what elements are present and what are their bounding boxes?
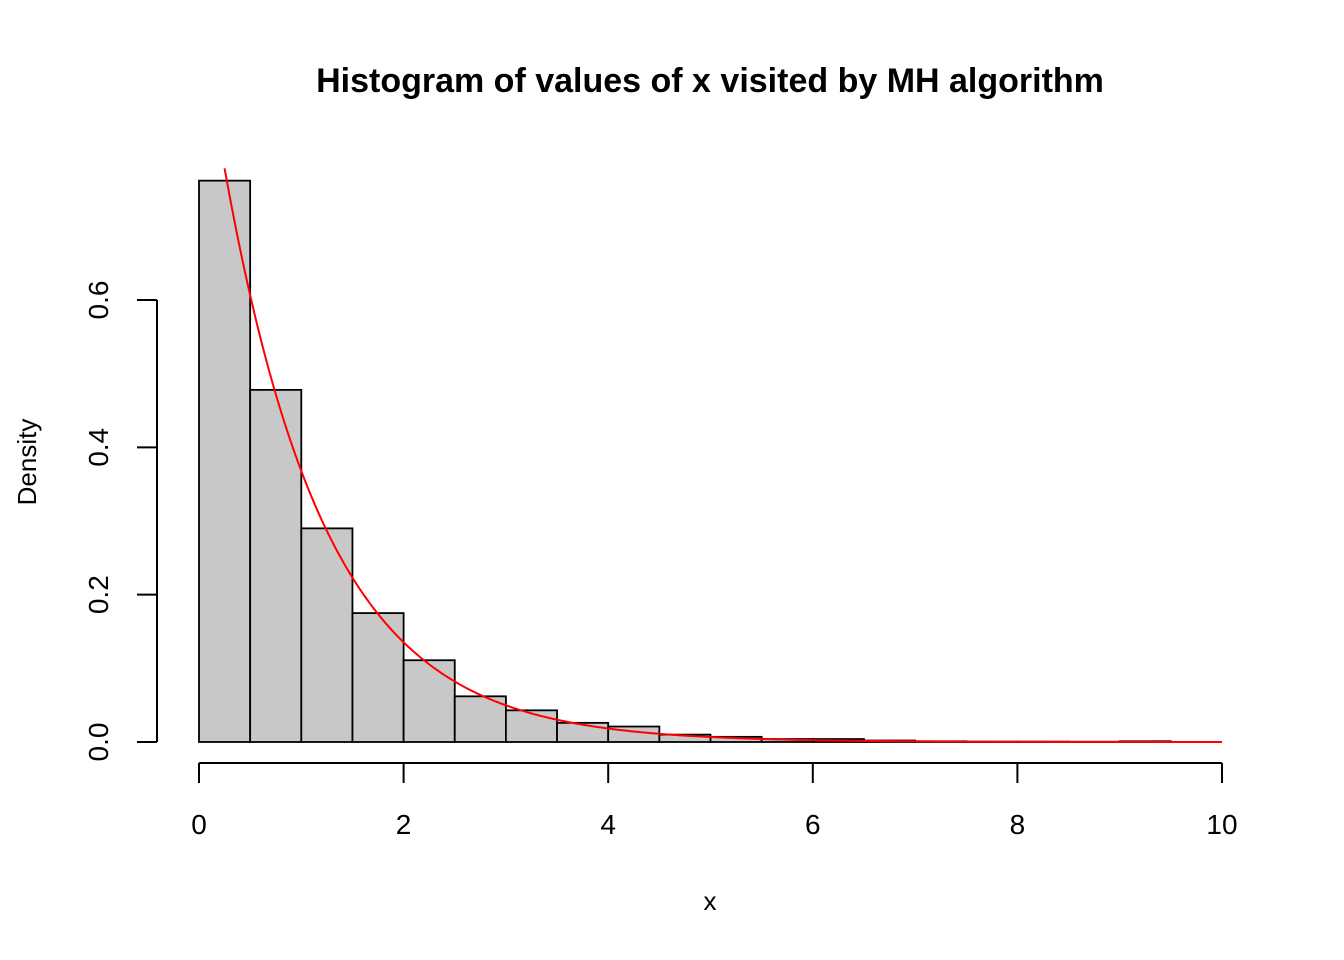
x-axis: 0 2 4 6 8 10	[191, 762, 1238, 840]
histogram-bars	[198, 179, 1172, 743]
x-tick-label: 10	[1206, 809, 1237, 840]
x-axis-label: x	[704, 886, 717, 916]
histogram-bar	[198, 179, 252, 743]
x-tick-label: 6	[805, 809, 821, 840]
y-tick-label: 0.6	[83, 281, 114, 320]
x-tick-label: 4	[600, 809, 616, 840]
histogram-bar	[402, 659, 456, 743]
density-curve	[223, 168, 1222, 743]
y-tick-label: 0.0	[83, 723, 114, 762]
histogram-bar	[556, 721, 610, 743]
x-tick-label: 8	[1010, 809, 1026, 840]
histogram-bar	[300, 527, 354, 743]
y-axis: 0.0 0.2 0.4 0.6	[83, 281, 158, 762]
histogram-bar	[504, 709, 558, 743]
y-axis-label: Density	[12, 419, 42, 506]
y-tick-label: 0.4	[83, 428, 114, 467]
histogram-bar	[351, 612, 405, 743]
histogram-bar	[453, 695, 507, 743]
x-tick-label: 0	[191, 809, 207, 840]
x-tick-label: 2	[396, 809, 412, 840]
chart-title: Histogram of values of x visited by MH a…	[316, 62, 1104, 100]
histogram-bar	[249, 388, 303, 743]
y-tick-label: 0.2	[83, 575, 114, 614]
